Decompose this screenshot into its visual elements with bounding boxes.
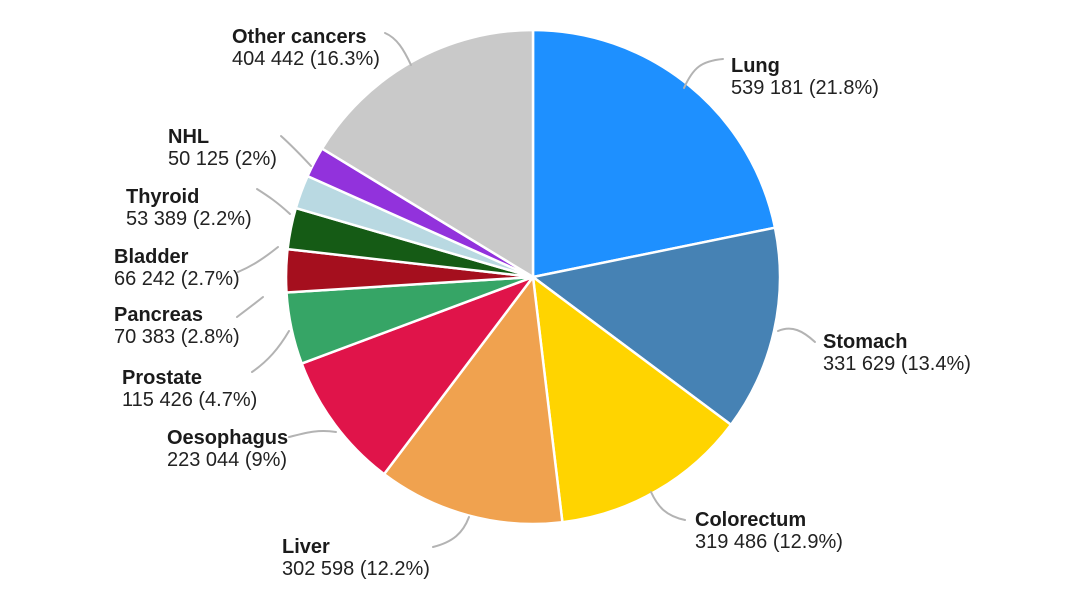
pie-slice-other-cancers xyxy=(320,28,535,279)
pie-slice-stomach xyxy=(531,226,782,426)
pie-slice-liver xyxy=(382,275,564,526)
leader-line-lung xyxy=(683,58,724,89)
leader-line-nhl xyxy=(280,135,312,167)
leader-line-stomach xyxy=(777,327,816,343)
leader-line-pancreas xyxy=(236,296,264,318)
leader-lines-group xyxy=(236,32,816,548)
leader-line-liver xyxy=(432,516,470,548)
leader-line-prostate xyxy=(251,330,290,373)
pie-slices-group xyxy=(284,28,782,526)
leader-line-colorectum xyxy=(650,491,686,521)
leader-line-bladder xyxy=(237,246,279,273)
leader-line-thyroid xyxy=(256,188,291,215)
pie-slice-colorectum xyxy=(531,275,733,524)
pie-slice-lung xyxy=(531,28,777,279)
leader-line-other-cancers xyxy=(384,32,412,66)
leader-line-oesophagus xyxy=(288,429,337,438)
pie-slice-oesophagus xyxy=(300,275,535,476)
